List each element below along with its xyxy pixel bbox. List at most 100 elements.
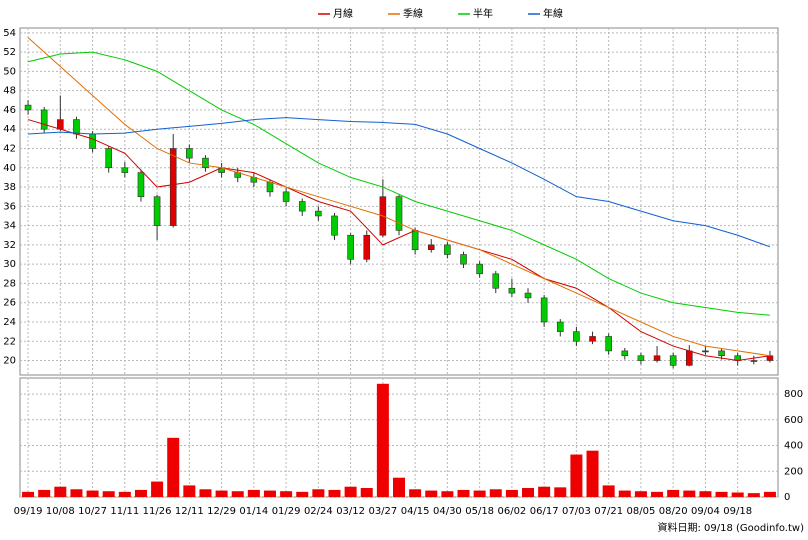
y2-tick-label: 800 — [784, 389, 803, 400]
x-tick-label: 12/29 — [207, 506, 236, 517]
y-tick-label: 20 — [3, 356, 16, 367]
legend-label: 半年 — [473, 7, 493, 20]
moving-average-line — [27, 51, 770, 316]
volume-bar — [522, 487, 535, 497]
candle-body — [411, 230, 419, 250]
volume-bar — [731, 492, 744, 497]
candle-body — [315, 210, 322, 217]
volume-bar — [667, 489, 680, 497]
candle-body — [137, 172, 145, 197]
volume-bar — [473, 490, 486, 497]
candle-body — [524, 292, 532, 299]
volume-bar — [715, 491, 728, 497]
legend-label: 季線 — [403, 7, 423, 20]
candle-body — [202, 157, 209, 169]
x-tick-label: 04/15 — [401, 506, 430, 517]
volume-bar — [747, 493, 760, 497]
volume-bar — [570, 454, 583, 497]
candle-body — [460, 254, 467, 265]
x-tick-label: 09/19 — [14, 506, 43, 517]
x-tick-label: 05/18 — [465, 506, 494, 517]
x-tick-label: 01/29 — [272, 506, 301, 517]
volume-bar — [505, 489, 518, 497]
candle-body — [750, 360, 758, 362]
y2-tick-label: 200 — [784, 466, 803, 477]
candle-body — [702, 350, 709, 353]
y-tick-label: 22 — [3, 336, 16, 347]
x-tick-label: 07/03 — [562, 506, 591, 517]
y-tick-label: 50 — [3, 66, 16, 77]
y-tick-label: 40 — [3, 163, 16, 174]
x-tick-label: 01/14 — [239, 506, 268, 517]
y-tick-label: 44 — [3, 124, 16, 135]
candle-body — [73, 119, 80, 135]
candle-body — [105, 148, 113, 169]
candle-body — [718, 350, 725, 357]
legend-label: 年線 — [543, 7, 563, 20]
candle-body — [298, 201, 306, 212]
volume-bar — [344, 486, 357, 497]
volume-bar — [183, 485, 196, 497]
volume-bar — [602, 485, 615, 497]
volume-bar — [586, 450, 599, 497]
volume-bar — [441, 491, 454, 497]
candle-body — [476, 263, 483, 275]
volume-bar — [54, 486, 67, 497]
candle-body — [540, 297, 548, 323]
x-tick-label: 08/20 — [659, 506, 688, 517]
moving-average-line — [27, 119, 771, 362]
volume-bar — [409, 489, 422, 497]
candle-body — [169, 148, 177, 226]
x-tick-label: 11/11 — [110, 506, 139, 517]
volume-bar — [457, 489, 470, 497]
volume-bar — [312, 489, 325, 497]
y-tick-label: 38 — [3, 182, 16, 193]
volume-bar — [376, 383, 389, 497]
candle-body — [685, 350, 693, 366]
y-tick-label: 46 — [3, 105, 16, 116]
x-tick-label: 10/27 — [78, 506, 107, 517]
candle-body — [331, 215, 338, 236]
candle-body — [153, 196, 161, 226]
y-tick-label: 30 — [3, 259, 16, 270]
volume-bar — [634, 491, 647, 497]
volume-bar — [199, 489, 212, 497]
volume-bar — [134, 489, 147, 497]
y-tick-label: 28 — [3, 278, 16, 289]
x-tick-label: 12/11 — [175, 506, 204, 517]
volume-bar — [118, 491, 131, 497]
x-tick-label: 10/08 — [46, 506, 75, 517]
candle-body — [444, 244, 451, 255]
volume-bar — [38, 489, 51, 497]
moving-average-line — [27, 37, 771, 357]
volume-bar — [167, 437, 180, 497]
candle-body — [653, 355, 661, 361]
y-tick-label: 52 — [3, 47, 16, 58]
y-tick-label: 26 — [3, 298, 16, 309]
volume-bar — [360, 487, 373, 497]
volume-bar — [151, 481, 164, 497]
y2-tick-label: 0 — [784, 492, 790, 503]
volume-bar — [231, 491, 244, 497]
candle-body — [492, 273, 500, 289]
candle-body — [347, 234, 354, 260]
x-tick-label: 06/02 — [497, 506, 526, 517]
candle-body — [508, 287, 516, 294]
candle-body — [669, 355, 677, 366]
volume-bar — [425, 490, 438, 497]
y2-tick-label: 400 — [784, 441, 803, 452]
footnote: 資料日期: 09/18 (Goodinfo.tw) — [657, 521, 804, 534]
candle-body — [121, 167, 129, 173]
x-tick-label: 11/26 — [143, 506, 172, 517]
volume-bar — [86, 490, 99, 497]
volume-bar — [280, 491, 293, 497]
moving-average-line — [28, 117, 771, 248]
candle-body — [589, 336, 596, 342]
y-tick-label: 34 — [3, 221, 16, 232]
volume-panel — [19, 377, 779, 498]
volume-bar — [393, 477, 405, 497]
volume-bar — [554, 487, 567, 497]
x-tick-label: 07/21 — [594, 506, 623, 517]
volume-bar — [70, 489, 83, 497]
